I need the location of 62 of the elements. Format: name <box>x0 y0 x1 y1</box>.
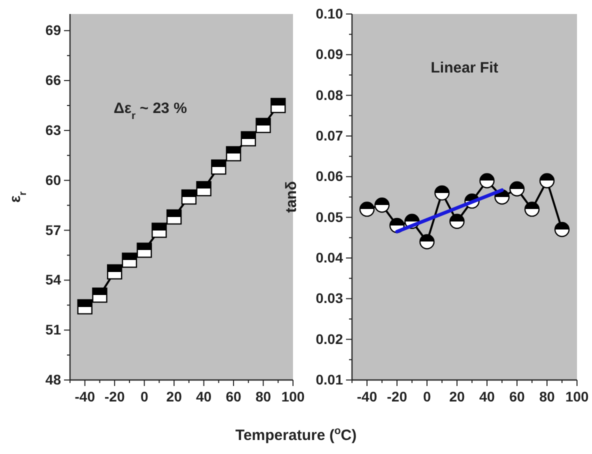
point <box>92 288 108 303</box>
point <box>226 146 242 162</box>
point <box>509 181 525 196</box>
x-tick-label: 40 <box>196 388 212 405</box>
y-tick-label: 0.04 <box>316 249 344 266</box>
point <box>211 159 226 175</box>
point <box>122 252 138 268</box>
x-tick-label: -40 <box>356 388 378 405</box>
point <box>270 98 286 114</box>
x-tick-label: 40 <box>479 388 495 405</box>
x-tick-label: 0 <box>140 388 148 405</box>
point <box>434 185 450 201</box>
y-tick-label: 0.06 <box>316 168 344 184</box>
point <box>539 173 555 188</box>
point <box>524 202 540 217</box>
y-axis-title: tanδ <box>283 181 300 213</box>
y-tick-label: 0.01 <box>316 371 344 388</box>
point <box>374 198 390 213</box>
y-tick-label: 0.08 <box>316 86 344 103</box>
x-tick-label: -20 <box>386 388 408 405</box>
point <box>359 202 375 217</box>
x-tick-label: -20 <box>104 388 125 405</box>
y-tick-label: 66 <box>45 72 62 88</box>
y-tick-label: 60 <box>45 172 62 188</box>
point <box>479 173 495 188</box>
x-tick-label: 20 <box>449 388 465 405</box>
x-axis-title: Temperature ($^{o}$C) <box>235 425 357 444</box>
point <box>136 242 152 258</box>
x-tick-label: 60 <box>226 388 242 405</box>
x-tick-label: 0 <box>423 388 432 405</box>
point <box>419 234 435 250</box>
point <box>152 222 167 238</box>
point <box>449 214 465 229</box>
annotation: Linear Fit <box>430 60 498 77</box>
y-tick-label: 0.02 <box>316 330 344 347</box>
point <box>166 209 182 225</box>
x-tick-label: 100 <box>281 388 305 405</box>
y-tick-label: 0.07 <box>316 127 344 144</box>
point <box>107 264 122 280</box>
y-tick-label: 0.10 <box>316 5 344 22</box>
y-tick-label: 51 <box>45 322 62 338</box>
x-tick-label: 60 <box>509 388 525 405</box>
point <box>240 131 256 146</box>
annotation: Δε$_{r}$ ~ 23 % <box>114 100 187 122</box>
x-tick-label: -40 <box>74 388 96 405</box>
y-tick-label: 0.09 <box>316 46 344 62</box>
y-tick-label: 0.05 <box>316 208 344 225</box>
point <box>256 118 271 134</box>
x-tick-label: 20 <box>166 388 182 405</box>
point <box>77 299 92 314</box>
y-tick-label: 48 <box>45 371 62 388</box>
x-tick-label: 80 <box>255 388 272 405</box>
point <box>196 181 212 196</box>
x-tick-label: 80 <box>539 388 555 405</box>
point <box>181 189 197 205</box>
y-tick-label: 0.03 <box>316 290 344 306</box>
point <box>554 222 570 238</box>
y-tick-label: 54 <box>45 272 62 288</box>
y-tick-label: 63 <box>45 122 62 138</box>
y-tick-label: 57 <box>45 222 62 238</box>
y-tick-label: 69 <box>45 22 62 38</box>
x-tick-label: 100 <box>565 388 589 405</box>
